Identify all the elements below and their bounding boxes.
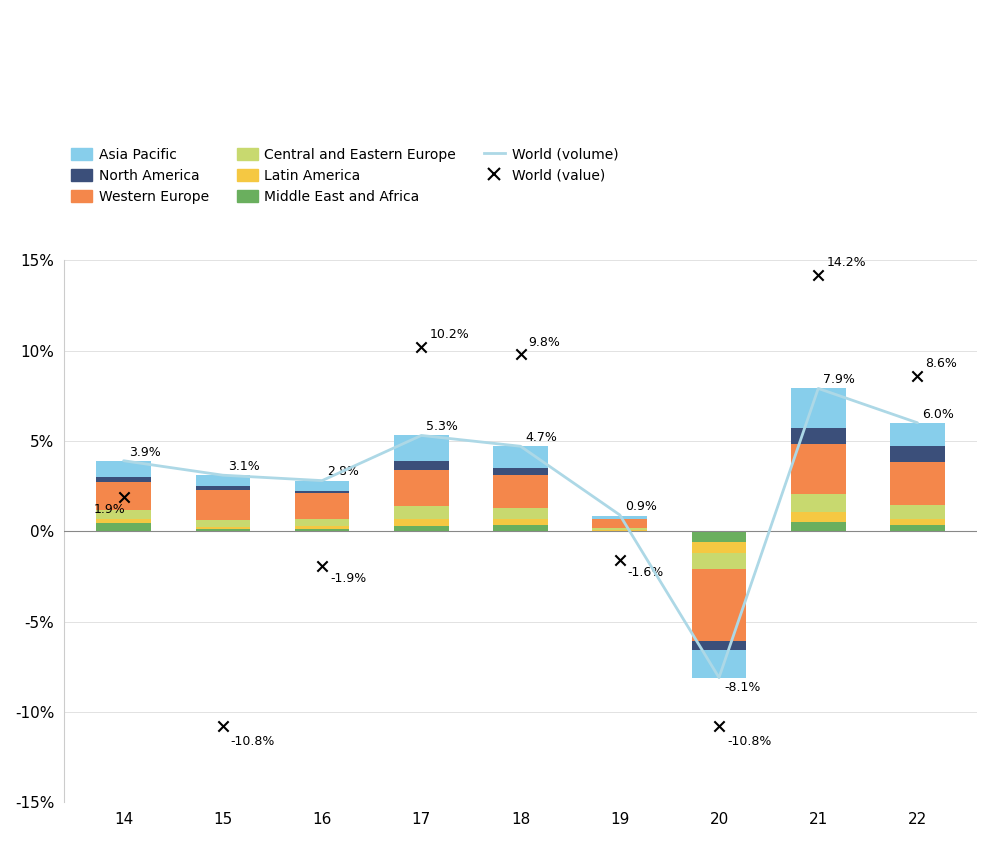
Text: 9.8%: 9.8% [529,336,560,349]
Bar [295,530,349,531]
Bar [691,553,746,569]
Text: 3.9%: 3.9% [129,445,161,459]
Text: 2.8%: 2.8% [327,466,359,478]
Text: 3.1%: 3.1% [228,460,260,473]
Legend: Asia Pacific, North America, Western Europe, Central and Eastern Europe, Latin A: Asia Pacific, North America, Western Eur… [71,148,618,204]
Bar [890,519,944,525]
Text: 4.7%: 4.7% [526,431,558,444]
Text: -1.6%: -1.6% [628,567,664,579]
Bar [493,475,548,508]
Point [711,720,727,733]
Text: 10.2%: 10.2% [430,328,469,342]
Point [612,553,628,567]
Bar [493,508,548,520]
Bar [890,446,944,461]
Bar [791,512,845,522]
Text: 7.9%: 7.9% [823,373,855,386]
Point [314,559,330,573]
Text: 8.6%: 8.6% [926,357,957,370]
Point [910,369,926,382]
Bar [890,461,944,505]
Text: 14.2%: 14.2% [826,256,866,269]
Point [116,490,132,504]
Text: 1.9%: 1.9% [94,504,126,516]
Bar [592,528,647,530]
Bar [691,542,746,553]
Bar [295,493,349,519]
Bar [691,642,746,651]
Bar [691,531,746,542]
Point [215,720,231,733]
Bar [394,470,448,506]
Bar [691,651,746,678]
Bar [96,519,151,523]
Bar [890,423,944,446]
Bar [394,506,448,520]
Bar [791,388,845,429]
Bar [96,509,151,519]
Text: 0.9%: 0.9% [625,500,657,513]
Bar [394,461,448,470]
Bar [96,477,151,482]
Text: -10.8%: -10.8% [727,735,772,749]
Bar [96,461,151,477]
Bar [195,490,250,520]
Bar [791,522,845,531]
Bar [890,525,944,531]
Bar [96,482,151,509]
Bar [394,525,448,531]
Bar [493,468,548,475]
Bar [791,444,845,494]
Point [414,340,430,354]
Bar [592,520,647,528]
Bar [195,475,250,486]
Bar [96,523,151,531]
Bar [691,569,746,642]
Bar [493,520,548,525]
Point [513,348,529,361]
Bar [295,481,349,491]
Text: -8.1%: -8.1% [724,681,760,694]
Bar [295,491,349,493]
Bar [890,505,944,519]
Bar [394,520,448,525]
Bar [791,429,845,444]
Bar [394,435,448,461]
Bar [195,530,250,531]
Text: -1.9%: -1.9% [330,572,366,585]
Text: 6.0%: 6.0% [923,408,954,421]
Bar [195,520,250,527]
Bar [791,494,845,512]
Bar [295,519,349,525]
Bar [592,530,647,531]
Bar [592,516,647,519]
Bar [592,519,647,520]
Bar [493,446,548,468]
Bar [493,525,548,531]
Bar [195,527,250,530]
Bar [295,525,349,530]
Text: 5.3%: 5.3% [427,420,458,434]
Bar [195,486,250,490]
Text: -10.8%: -10.8% [231,735,275,749]
Point [810,268,826,281]
